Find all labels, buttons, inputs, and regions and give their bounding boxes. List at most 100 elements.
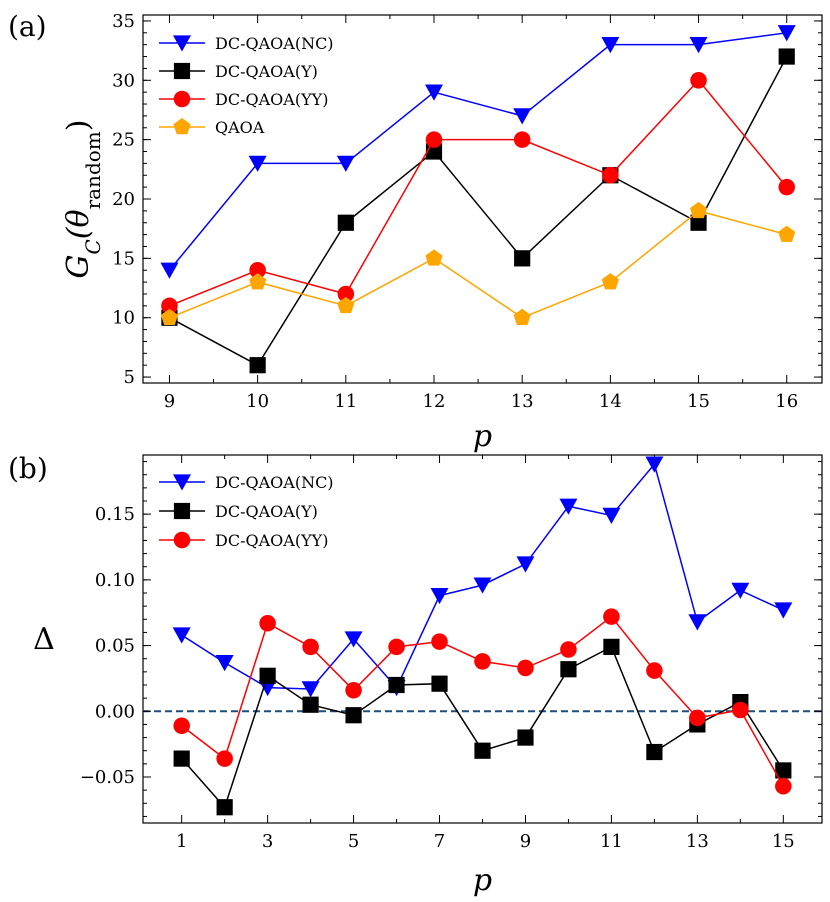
y-axis-label: GC(θrandom) (61, 120, 105, 279)
chart-panel-b: 1 3 5 7 9 11 13 15−0.050.000.050.100.15pΔDC-QAO… (33, 454, 823, 898)
data-point-marker (513, 308, 531, 325)
legend-entry-label: DC-QAOA(NC) (215, 34, 334, 53)
data-point-marker (337, 296, 355, 314)
y-tick-label: 0.10 (95, 570, 135, 591)
y-tick-label: 20 (112, 189, 135, 210)
y-tick-label: 15 (112, 248, 135, 269)
y-tick-label: 0.15 (95, 504, 135, 525)
y-tick-label: −0.05 (80, 767, 135, 788)
y-axis-label: Δ (33, 622, 55, 657)
data-point-marker (778, 225, 796, 242)
legend-marker (173, 90, 191, 108)
data-point-marker (778, 178, 796, 196)
data-point-marker (173, 750, 190, 767)
data-point-marker (517, 659, 534, 677)
data-point-marker (248, 155, 267, 172)
data-point-marker (336, 155, 355, 172)
legend-marker (173, 35, 191, 52)
x-tick-label: 11 (600, 831, 623, 852)
data-point-marker (645, 456, 664, 473)
legend-entry-label: DC-QAOA(Y) (215, 62, 318, 81)
data-point-marker (344, 631, 363, 648)
data-point-marker (259, 667, 276, 684)
data-point-marker (688, 614, 707, 631)
y-tick-label: 0.00 (95, 701, 135, 722)
data-point-marker (425, 249, 443, 266)
data-point-marker (560, 661, 577, 678)
legend-entry-label: DC-QAOA(NC) (215, 473, 334, 492)
data-point-marker (249, 357, 266, 374)
data-point-marker (431, 633, 448, 650)
legend: DC-QAOA(NC) DC-QAOA(Y) DC-QAOA(YY) (159, 473, 334, 550)
legend-marker (173, 531, 191, 549)
series-line (181, 615, 784, 787)
data-point-marker (259, 614, 276, 632)
y-axis-label-ylabel-arg-sub: random (81, 131, 105, 209)
y-tick-label: 30 (112, 70, 135, 91)
x-tick-label: 9 (520, 831, 531, 852)
data-point-marker (603, 608, 620, 625)
data-point-marker (337, 214, 354, 231)
y-tick-label: 5 (124, 367, 135, 388)
legend-marker (173, 62, 191, 80)
data-point-marker (516, 556, 535, 573)
x-tick-label: 7 (434, 831, 445, 852)
series-dc-qaoa-nc- (160, 25, 796, 279)
series-line (169, 79, 788, 307)
y-tick-label: 10 (112, 308, 135, 329)
x-tick-label: 3 (262, 831, 273, 852)
data-point-marker (517, 729, 534, 746)
series-line (169, 210, 787, 319)
data-point-marker (345, 707, 362, 724)
data-point-marker (337, 285, 355, 303)
data-point-marker (161, 297, 178, 315)
x-tick-label: 13 (686, 831, 709, 852)
legend-entry-label: DC-QAOA(YY) (215, 90, 328, 109)
data-point-marker (258, 679, 277, 697)
legend-entry-label: QAOA (215, 118, 265, 137)
data-point-marker (388, 676, 405, 694)
y-tick-label: 25 (112, 130, 135, 151)
data-point-marker (774, 602, 793, 619)
y-axis-label-ylabel-arg: (θ (61, 209, 96, 239)
x-tick-label: 15 (772, 831, 795, 852)
legend-entry-label: DC-QAOA(YY) (215, 531, 328, 550)
data-point-marker (388, 638, 405, 656)
x-tick-label: 1 (176, 831, 187, 852)
legend-marker (173, 118, 191, 135)
data-point-marker (249, 261, 266, 279)
y-axis-label-ylabel-sub: C (81, 239, 105, 254)
x-tick-label: 11 (334, 391, 357, 412)
y-tick-label: 0.05 (95, 636, 135, 657)
data-point-marker (216, 799, 233, 816)
x-axis-label: p (473, 419, 492, 454)
x-tick-label: 5 (348, 831, 359, 852)
x-axis-label: p (473, 863, 492, 898)
data-point-marker (172, 627, 191, 644)
data-point-marker (777, 25, 796, 42)
x-tick-label: 14 (599, 391, 622, 412)
chart-panel-a: 9 10 11 12 13 14 15 16 5 10 15 20 25 30 35 p GC(θrandom)… (61, 11, 823, 454)
x-tick-label: 16 (775, 391, 798, 412)
series-line (168, 32, 787, 271)
data-point-marker (559, 498, 578, 515)
data-point-marker (425, 131, 443, 148)
data-point-marker (646, 662, 663, 679)
data-point-marker (249, 273, 267, 290)
data-point-marker (778, 48, 795, 65)
data-point-marker (301, 681, 320, 698)
data-point-marker (513, 108, 532, 125)
x-tick-label: 12 (423, 391, 446, 412)
data-point-marker (689, 709, 706, 727)
x-tick-label: 10 (246, 391, 269, 412)
data-point-marker (216, 750, 233, 767)
x-tick-label: 13 (511, 391, 534, 412)
legend-marker (173, 502, 191, 520)
legend-marker (173, 474, 191, 491)
data-point-marker (173, 717, 190, 735)
data-point-marker (431, 675, 448, 692)
data-point-marker (689, 37, 708, 54)
series-dc-qaoa-yy- (161, 72, 796, 315)
series-qaoa (160, 201, 796, 325)
